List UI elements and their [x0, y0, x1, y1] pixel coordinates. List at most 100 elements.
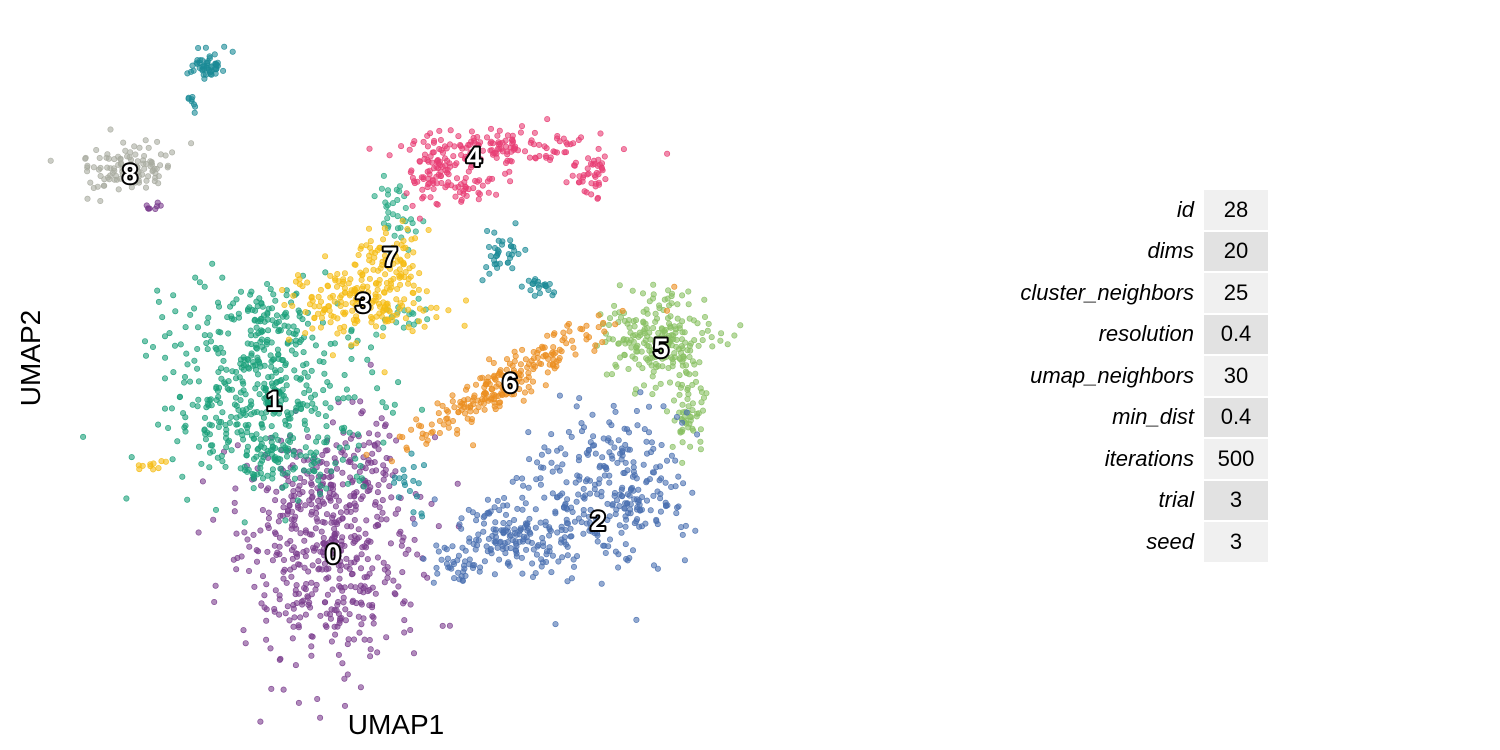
- point-cluster-5: [620, 336, 627, 343]
- point-cluster-4: [430, 186, 437, 193]
- point-cluster-2: [654, 521, 661, 528]
- point-cluster-6: [553, 363, 560, 370]
- point-cluster-6: [503, 366, 510, 373]
- point-cluster-3: [362, 267, 369, 274]
- point-cluster-1: [219, 409, 226, 416]
- point-cluster-2: [491, 504, 498, 511]
- point-cluster-8: [104, 164, 111, 171]
- param-name: min_dist: [1112, 404, 1194, 430]
- point-cluster-5: [697, 446, 704, 453]
- point-cluster-teal: [229, 48, 236, 55]
- point-cluster-0: [342, 606, 349, 613]
- point-cluster-1: [264, 447, 271, 454]
- point-cluster-5: [630, 332, 637, 339]
- point-cluster-4: [468, 128, 475, 135]
- point-cluster-2: [565, 428, 572, 435]
- point-cluster-1: [195, 378, 202, 385]
- point-cluster-6: [612, 321, 619, 328]
- point-cluster-0: [401, 617, 408, 624]
- point-cluster-8: [145, 144, 152, 151]
- point-cluster-1: [172, 308, 179, 315]
- point-cluster-5: [649, 347, 656, 354]
- point-cluster-1: [246, 304, 253, 311]
- point-cluster-2: [583, 520, 590, 527]
- point-cluster-2: [462, 547, 469, 554]
- point-cluster-7: [412, 228, 419, 235]
- point-cluster-2: [672, 483, 679, 490]
- point-cluster-6: [491, 403, 498, 410]
- point-cluster-1: [391, 401, 398, 408]
- point-cluster-2: [641, 426, 648, 433]
- point-cluster-1: [195, 396, 202, 403]
- point-cluster-6: [529, 378, 536, 385]
- point-cluster-teal: [495, 248, 502, 255]
- point-cluster-1: [123, 495, 130, 502]
- point-cluster-0: [339, 660, 346, 667]
- point-cluster-0: [326, 611, 333, 618]
- point-cluster-8: [136, 144, 143, 151]
- point-cluster-2: [481, 558, 488, 565]
- point-cluster-6: [497, 399, 504, 406]
- point-cluster-1: [248, 288, 255, 295]
- point-cluster-1: [255, 371, 262, 378]
- point-cluster-1: [260, 384, 267, 391]
- point-cluster-5: [670, 397, 677, 404]
- point-cluster-teal: [512, 220, 519, 227]
- point-cluster-2: [643, 438, 650, 445]
- point-cluster-6: [472, 381, 479, 388]
- point-cluster-1: [265, 374, 272, 381]
- point-cluster-1: [268, 305, 275, 312]
- point-cluster-0: [428, 500, 435, 507]
- point-cluster-1: [180, 410, 187, 417]
- point-cluster-teal: [201, 75, 208, 82]
- point-cluster-1: [209, 260, 216, 267]
- point-cluster-6: [490, 359, 497, 366]
- point-cluster-5: [652, 384, 659, 391]
- point-cluster-1: [264, 280, 271, 287]
- point-cluster-2: [590, 433, 597, 440]
- point-cluster-3: [348, 342, 355, 349]
- point-cluster-0: [308, 579, 315, 586]
- point-cluster-teal: [531, 292, 538, 299]
- point-cluster-0: [272, 497, 279, 504]
- point-cluster-5: [658, 325, 665, 332]
- point-cluster-0: [341, 675, 348, 682]
- point-cluster-1: [380, 439, 387, 446]
- point-cluster-1: [269, 466, 276, 473]
- point-cluster-8: [151, 165, 158, 172]
- point-cluster-1: [290, 330, 297, 337]
- point-cluster-0: [328, 481, 335, 488]
- point-cluster-2: [548, 459, 555, 466]
- point-cluster-1: [248, 411, 255, 418]
- point-cluster-5: [701, 313, 708, 320]
- point-cluster-1: [271, 322, 278, 329]
- point-cluster-0: [281, 566, 288, 573]
- point-cluster-5: [685, 391, 692, 398]
- point-cluster-4: [597, 130, 604, 137]
- point-cluster-2: [633, 496, 640, 503]
- point-cluster-0: [376, 504, 383, 511]
- point-cluster-1: [242, 411, 249, 418]
- point-cluster-0: [261, 592, 268, 599]
- point-cluster-5: [684, 395, 691, 402]
- point-cluster-0: [361, 583, 368, 590]
- point-cluster-4: [471, 137, 478, 144]
- point-cluster-3: [279, 286, 286, 293]
- point-cluster-2: [494, 544, 501, 551]
- point-cluster-3: [461, 322, 468, 329]
- param-value: 3: [1204, 522, 1268, 562]
- point-cluster-5: [679, 318, 686, 325]
- point-cluster-1: [202, 436, 209, 443]
- point-cluster-0: [344, 671, 351, 678]
- point-cluster-teal: [221, 43, 228, 50]
- point-cluster-1: [196, 443, 203, 450]
- point-cluster-1: [322, 413, 329, 420]
- point-cluster-0: [358, 621, 365, 628]
- point-cluster-1: [165, 424, 172, 431]
- point-cluster-2: [460, 562, 467, 569]
- point-cluster-1: [208, 422, 215, 429]
- point-cluster-3: [379, 333, 386, 340]
- point-cluster-2: [629, 473, 636, 480]
- point-cluster-0: [329, 586, 336, 593]
- point-cluster-0: [250, 531, 257, 538]
